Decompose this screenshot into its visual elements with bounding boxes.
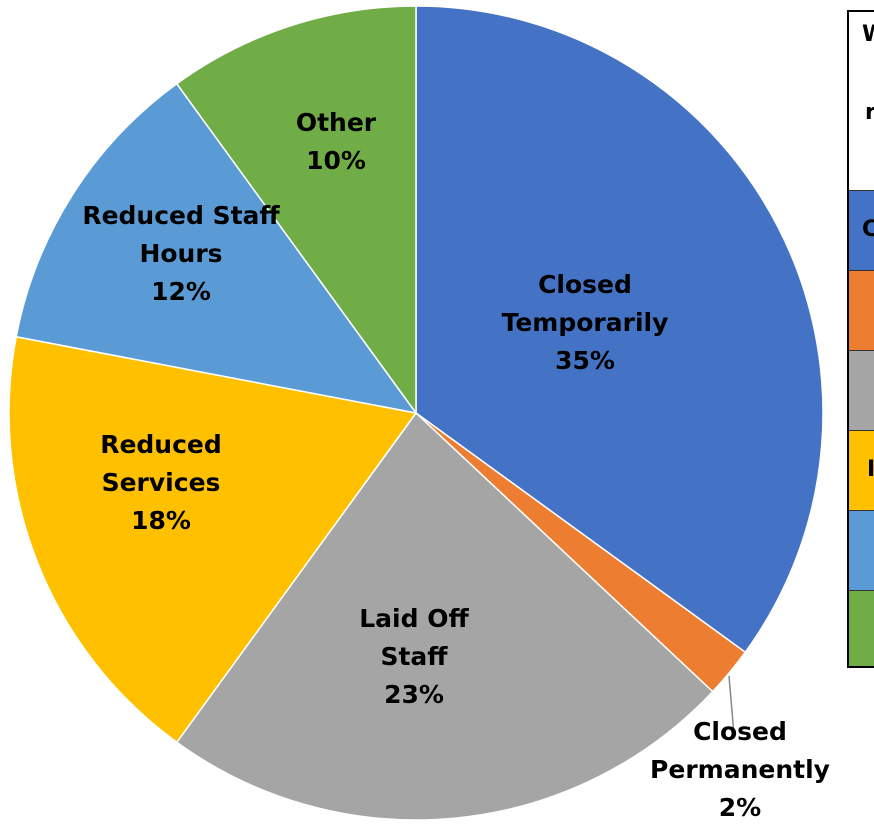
slice-label: Reduced Services 18% bbox=[79, 426, 244, 540]
slice-category: Closed Temporarily bbox=[501, 270, 669, 337]
pie-slice bbox=[415, 5, 824, 654]
slice-category: Reduced Services bbox=[100, 430, 222, 497]
pie-slice bbox=[175, 411, 714, 821]
slice-label: Closed Permanently 2% bbox=[620, 713, 860, 827]
table-cell-text: I bbox=[867, 457, 874, 482]
pie-slice bbox=[8, 335, 418, 744]
table-row bbox=[849, 350, 874, 430]
slice-label: Reduced Staff Hours 12% bbox=[74, 197, 289, 311]
slice-category: Closed Permanently bbox=[650, 717, 830, 784]
slice-category: Other bbox=[295, 108, 377, 137]
slice-category: Reduced Staff Hours bbox=[82, 201, 280, 268]
table-row: C bbox=[849, 190, 874, 270]
table-header-text: W bbox=[862, 22, 874, 47]
table-header-text: re bbox=[865, 100, 874, 125]
table-row: I bbox=[849, 430, 874, 510]
table-cell-text: C bbox=[862, 217, 874, 242]
slice-label: Closed Temporarily 35% bbox=[493, 266, 678, 380]
slice-value-label: 35% bbox=[555, 346, 615, 375]
leader-line bbox=[728, 675, 735, 736]
table-row bbox=[849, 270, 874, 350]
slice-label: Other 10% bbox=[276, 104, 396, 180]
pie-slice bbox=[175, 5, 417, 416]
slice-value-label: 12% bbox=[151, 277, 211, 306]
slice-value-label: 23% bbox=[384, 680, 444, 709]
legend-table: Wre C I bbox=[847, 10, 874, 668]
slice-label: Laid Off Staff 23% bbox=[339, 600, 489, 714]
slice-value-label: 2% bbox=[718, 793, 762, 822]
slice-value-label: 18% bbox=[131, 506, 191, 535]
table-row bbox=[849, 590, 874, 666]
table-row bbox=[849, 510, 874, 590]
slice-category: Laid Off Staff bbox=[359, 604, 469, 671]
pie-slice bbox=[15, 82, 418, 415]
slice-value-label: 10% bbox=[306, 146, 366, 175]
